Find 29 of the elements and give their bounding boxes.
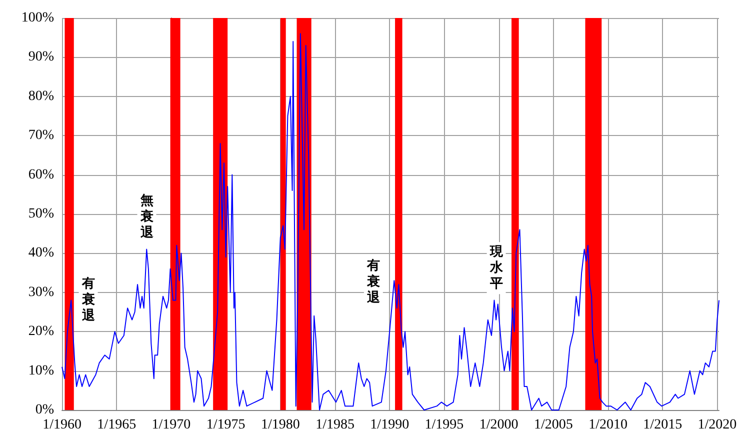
y-tick-label: 80% bbox=[28, 88, 54, 104]
annotation: 有衰退 bbox=[80, 276, 96, 324]
annotation: 有衰退 bbox=[366, 258, 381, 306]
y-tick-label: 0% bbox=[35, 402, 54, 418]
x-tick-label: 1/2020 bbox=[698, 418, 737, 432]
x-tick-label: 1/1985 bbox=[316, 418, 354, 432]
y-tick-label: 100% bbox=[21, 10, 54, 26]
y-tick-label: 90% bbox=[28, 50, 54, 65]
x-tick-label: 1/2010 bbox=[588, 418, 628, 432]
y-tick-label: 30% bbox=[28, 284, 54, 300]
x-tick-label: 1/1975 bbox=[206, 418, 246, 432]
y-tick-label: 10% bbox=[28, 363, 54, 378]
y-tick-label: 20% bbox=[28, 324, 54, 340]
y-tick-label: 60% bbox=[28, 167, 54, 182]
annotation: 現水平 bbox=[488, 244, 504, 292]
x-tick-label: 1/2005 bbox=[534, 418, 573, 432]
x-tick-label: 1/1970 bbox=[152, 418, 191, 432]
x-tick-label: 1/1960 bbox=[42, 418, 82, 432]
x-tick-label: 1/1980 bbox=[260, 418, 300, 432]
line-series bbox=[62, 33, 720, 410]
x-tick-label: 1/1965 bbox=[97, 418, 136, 432]
y-tick-label: 40% bbox=[28, 246, 54, 261]
x-tick-label: 1/2000 bbox=[479, 418, 518, 432]
x-tick-label: 1/2015 bbox=[643, 418, 682, 432]
x-tick-label: 1/1990 bbox=[370, 418, 410, 432]
x-tick-label: 1/1995 bbox=[424, 418, 464, 432]
y-tick-label: 70% bbox=[28, 128, 54, 144]
y-tick-label: 50% bbox=[28, 206, 54, 222]
annotation: 無衰退 bbox=[139, 194, 154, 241]
